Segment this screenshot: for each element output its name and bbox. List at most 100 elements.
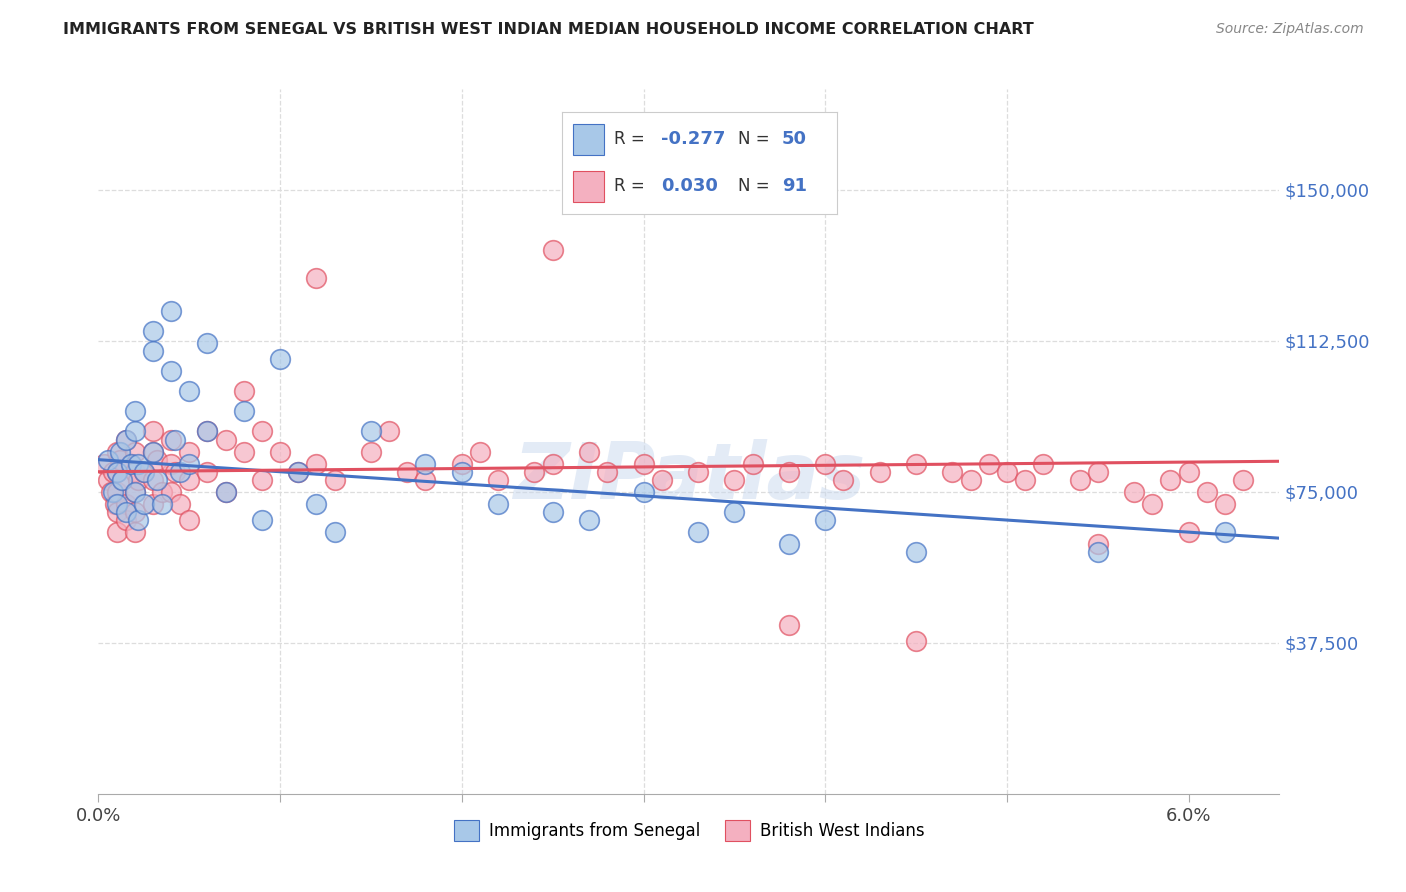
Point [686, 465, 709, 479]
Point [214, 484, 236, 499]
Text: N =: N = [738, 178, 775, 195]
Point [360, 425, 382, 439]
Point [105, 525, 128, 540]
Point [250, 425, 273, 439]
Point [197, 425, 219, 439]
Point [124, 525, 146, 540]
Point [142, 425, 165, 439]
Point [142, 497, 165, 511]
Point [814, 457, 837, 471]
Point [93, 457, 115, 471]
Point [111, 473, 134, 487]
Text: R =: R = [614, 178, 651, 195]
Point [142, 444, 165, 458]
Point [150, 484, 173, 499]
Point [415, 457, 437, 471]
Point [142, 324, 165, 338]
Point [541, 505, 564, 519]
Point [486, 473, 509, 487]
Point [323, 473, 346, 487]
Point [415, 473, 437, 487]
Point [305, 497, 328, 511]
Point [1177, 525, 1199, 540]
Point [941, 465, 963, 479]
Point [1177, 465, 1199, 479]
Text: Source: ZipAtlas.com: Source: ZipAtlas.com [1216, 22, 1364, 37]
Point [633, 457, 655, 471]
Point [378, 425, 401, 439]
Text: -0.277: -0.277 [661, 130, 725, 148]
Point [1087, 537, 1109, 551]
Point [541, 457, 564, 471]
Point [179, 513, 201, 527]
Point [179, 457, 201, 471]
FancyBboxPatch shape [574, 124, 603, 154]
Point [160, 484, 183, 499]
Point [124, 465, 146, 479]
Point [163, 433, 186, 447]
Point [110, 444, 132, 458]
Point [578, 513, 600, 527]
Point [160, 433, 183, 447]
Point [124, 505, 146, 519]
Point [145, 452, 167, 467]
Point [995, 465, 1018, 479]
Point [1213, 525, 1236, 540]
Point [179, 473, 201, 487]
Point [232, 404, 254, 418]
Point [541, 244, 564, 258]
Point [101, 484, 124, 499]
Point [127, 457, 149, 471]
Point [778, 617, 800, 632]
Text: 0.030: 0.030 [661, 178, 718, 195]
Text: ZIPatlas: ZIPatlas [513, 439, 865, 515]
Point [100, 484, 122, 499]
Point [814, 513, 837, 527]
Point [778, 465, 800, 479]
Point [1142, 497, 1164, 511]
Point [124, 425, 146, 439]
Point [232, 444, 254, 458]
Point [197, 425, 219, 439]
Point [250, 473, 273, 487]
Point [160, 303, 183, 318]
Point [905, 457, 928, 471]
Text: IMMIGRANTS FROM SENEGAL VS BRITISH WEST INDIAN MEDIAN HOUSEHOLD INCOME CORRELATI: IMMIGRANTS FROM SENEGAL VS BRITISH WEST … [63, 22, 1033, 37]
Point [450, 457, 472, 471]
Point [1014, 473, 1036, 487]
Point [160, 457, 183, 471]
Point [124, 484, 146, 499]
Point [110, 452, 132, 467]
Point [869, 465, 891, 479]
Point [120, 457, 142, 471]
Point [101, 465, 124, 479]
Point [232, 384, 254, 399]
Legend: Immigrants from Senegal, British West Indians: Immigrants from Senegal, British West In… [446, 812, 932, 849]
Point [1123, 484, 1146, 499]
Point [1069, 473, 1091, 487]
Point [169, 497, 191, 511]
Point [142, 444, 165, 458]
Point [523, 465, 546, 479]
Point [104, 497, 127, 511]
Point [105, 505, 128, 519]
Point [114, 513, 136, 527]
Point [1087, 545, 1109, 559]
Point [145, 473, 167, 487]
Point [127, 513, 149, 527]
Text: 91: 91 [782, 178, 807, 195]
Point [977, 457, 1000, 471]
Point [142, 343, 165, 358]
Point [723, 505, 745, 519]
Point [169, 465, 191, 479]
FancyBboxPatch shape [574, 171, 603, 202]
Point [1032, 457, 1054, 471]
Point [287, 465, 309, 479]
Point [197, 465, 219, 479]
Point [105, 465, 128, 479]
Point [323, 525, 346, 540]
Point [120, 457, 142, 471]
Point [1232, 473, 1254, 487]
Point [596, 465, 619, 479]
Point [124, 444, 146, 458]
